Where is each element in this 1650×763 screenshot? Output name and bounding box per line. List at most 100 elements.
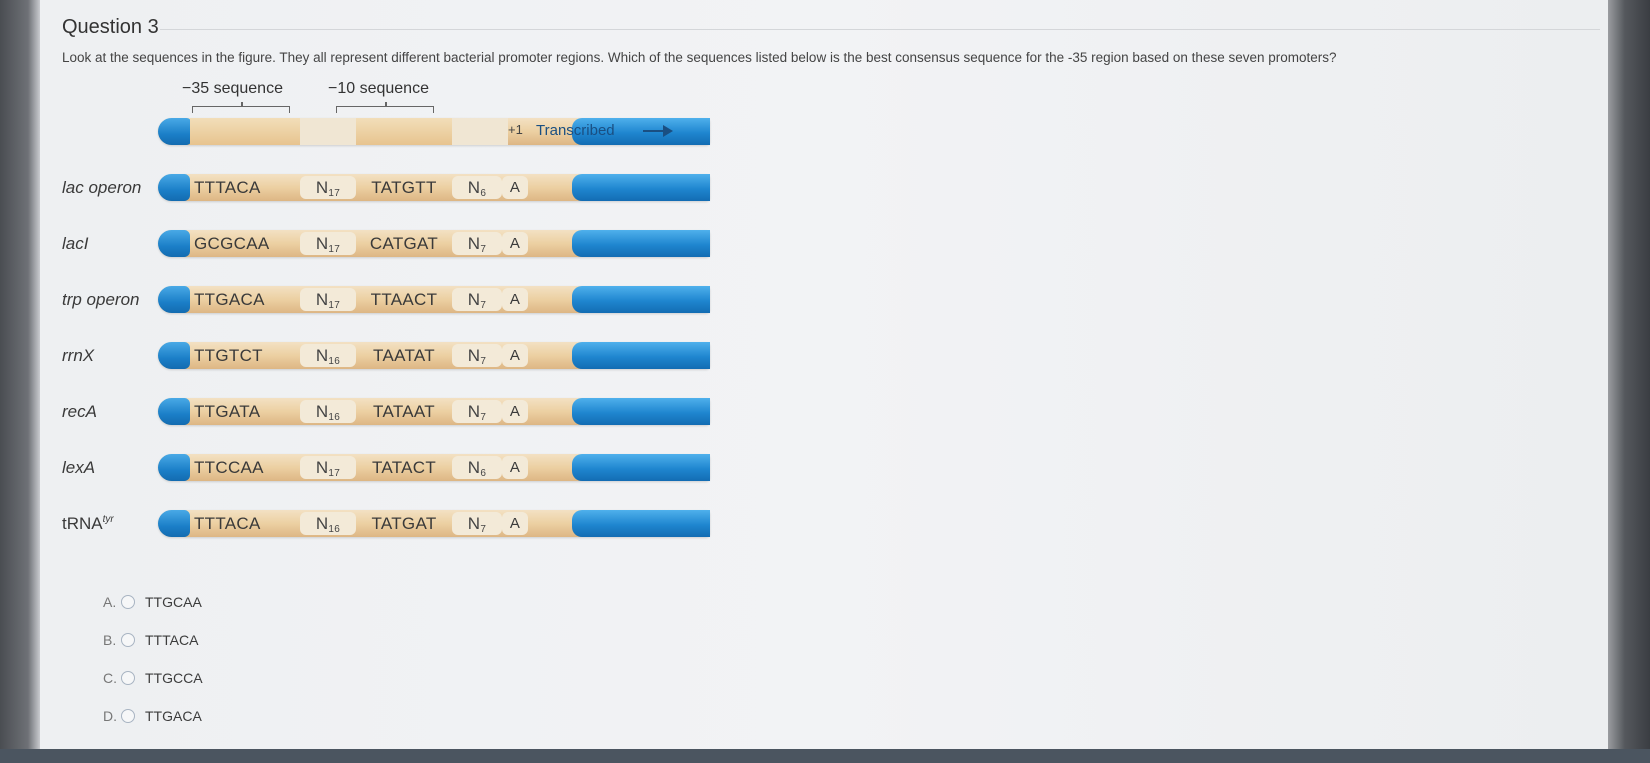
label-minus10: −10 sequence — [328, 80, 429, 97]
spacer-length: N7 — [452, 344, 502, 367]
left-screen-bezel — [0, 0, 40, 763]
promoter-strand: TTTACA N17 TATGTT N6 A — [158, 174, 710, 201]
transcribed-region — [572, 398, 710, 425]
start-nucleotide: A — [502, 400, 528, 423]
promoter-name: lexA — [62, 458, 96, 477]
promoter-strand: TTGACA N17 TTAACT N7 A — [158, 286, 710, 313]
minus10-sequence: TATACT — [371, 458, 437, 477]
minus10-sequence: TATGTT — [371, 178, 437, 197]
promoter-name: recA — [62, 402, 97, 421]
transcribed-region — [572, 454, 710, 481]
promoter-strand: TTCCAA N17 TATACT N6 A — [158, 454, 710, 481]
spacer-length: N7 — [452, 400, 502, 423]
promoter-name: lacI — [62, 234, 89, 253]
minus35-sequence: TTTACA — [194, 178, 261, 197]
option-text: TTGACA — [145, 708, 202, 724]
strand-cap — [158, 454, 190, 481]
spacer-length: N17 — [300, 288, 356, 311]
strand-cap — [158, 118, 192, 145]
plus1-label: +1 — [508, 122, 523, 137]
option-letter: C. — [103, 670, 117, 686]
strand-cap — [158, 342, 190, 369]
minus10-sequence: TATAAT — [373, 402, 435, 421]
strand-cap — [158, 286, 190, 313]
spacer-length: N17 — [300, 456, 356, 479]
label-minus35: −35 sequence — [182, 80, 283, 97]
radio-button[interactable] — [121, 595, 135, 609]
bottom-screen-bezel — [0, 749, 1650, 763]
minus35-sequence: GCGCAA — [194, 234, 270, 253]
transcription-arrow — [643, 130, 665, 132]
question-page: Question 3 Look at the sequences in the … — [40, 0, 1608, 749]
spacer-length: N17 — [300, 232, 356, 255]
promoter-name: rrnX — [62, 346, 95, 365]
transcribed-region — [572, 342, 710, 369]
minus35-sequence: TTCCAA — [194, 458, 264, 477]
start-nucleotide: A — [502, 512, 528, 535]
strand-cap — [158, 230, 190, 257]
promoter-strand: GCGCAA N17 CATGAT N7 A — [158, 230, 710, 257]
spacer-length: N7 — [452, 288, 502, 311]
spacer-length: N16 — [300, 344, 356, 367]
answer-option[interactable]: C. TTGCCA — [103, 670, 203, 686]
generic-promoter-strand: +1 Transcribed — [158, 118, 710, 145]
transcribed-region — [572, 230, 710, 257]
option-text: TTGCAA — [145, 594, 202, 610]
transcribed-label: Transcribed — [536, 122, 615, 139]
question-title: Question 3 — [62, 16, 159, 38]
question-text: Look at the sequences in the figure. The… — [62, 50, 1337, 65]
strand-cap — [158, 174, 190, 201]
title-divider — [160, 29, 1600, 30]
generic-minus10-box — [356, 118, 452, 145]
spacer-box — [300, 118, 356, 145]
start-nucleotide: A — [502, 232, 528, 255]
right-screen-bezel — [1608, 0, 1650, 763]
start-nucleotide: A — [502, 344, 528, 367]
strand-cap — [158, 510, 190, 537]
transcribed-region — [572, 510, 710, 537]
strand-cap — [158, 398, 190, 425]
minus10-sequence: TTAACT — [370, 290, 438, 309]
spacer-length: N17 — [300, 176, 356, 199]
transcribed-region — [572, 174, 710, 201]
answer-option[interactable]: A. TTGCAA — [103, 594, 202, 610]
promoter-strand: TTGTCT N16 TAATAT N7 A — [158, 342, 710, 369]
radio-button[interactable] — [121, 671, 135, 685]
spacer-length: N7 — [452, 232, 502, 255]
start-nucleotide: A — [502, 456, 528, 479]
spacer-length: N16 — [300, 512, 356, 535]
start-nucleotide: A — [502, 288, 528, 311]
promoter-name: lac operon — [62, 178, 142, 197]
transcribed-region — [572, 118, 710, 145]
option-letter: D. — [103, 708, 117, 724]
minus10-sequence: TATGAT — [371, 514, 437, 533]
promoter-strand: TTTACA N16 TATGAT N7 A — [158, 510, 710, 537]
spacer-length: N6 — [452, 176, 502, 199]
radio-button[interactable] — [121, 633, 135, 647]
option-text: TTGCCA — [145, 670, 203, 686]
generic-minus35-box — [190, 118, 300, 145]
option-text: TTTACA — [145, 632, 199, 648]
minus35-sequence: TTGATA — [194, 402, 261, 421]
transcribed-region — [572, 286, 710, 313]
option-letter: A. — [103, 594, 117, 610]
spacer-length: N6 — [452, 456, 502, 479]
arrowhead-icon — [663, 125, 673, 137]
bracket-minus35 — [192, 102, 290, 113]
answer-option[interactable]: D. TTGACA — [103, 708, 202, 724]
minus35-sequence: TTGACA — [194, 290, 265, 309]
radio-button[interactable] — [121, 709, 135, 723]
minus35-sequence: TTGTCT — [194, 346, 263, 365]
option-letter: B. — [103, 632, 117, 648]
minus35-sequence: TTTACA — [194, 514, 261, 533]
promoter-name: trp operon — [62, 290, 140, 309]
start-nucleotide: A — [502, 176, 528, 199]
spacer-length: N7 — [452, 512, 502, 535]
minus10-sequence: CATGAT — [369, 234, 439, 253]
promoter-name: tRNAtyr — [62, 514, 114, 533]
bracket-minus10 — [336, 102, 434, 113]
spacer-box — [452, 118, 508, 145]
answer-option[interactable]: B. TTTACA — [103, 632, 198, 648]
minus10-sequence: TAATAT — [373, 346, 435, 365]
spacer-length: N16 — [300, 400, 356, 423]
